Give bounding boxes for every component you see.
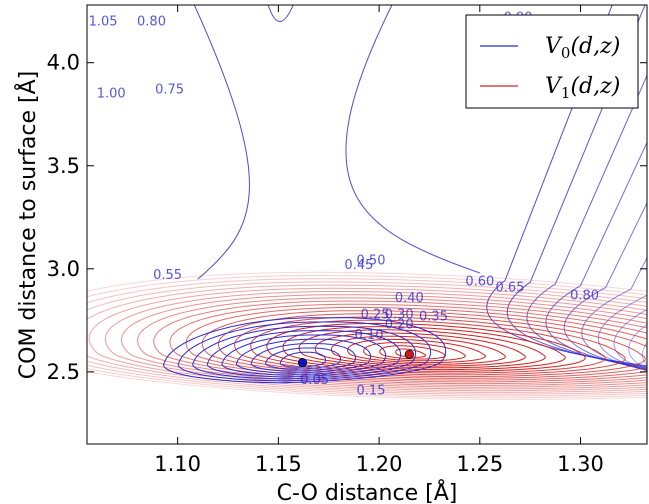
legend-box [465,14,639,109]
contour-label: 0.80 [137,15,166,30]
contour-label: 0.50 [357,254,386,269]
contour-label: 0.80 [570,289,599,304]
x-axis-label: C-O distance [Å] [277,479,458,504]
x-tick-label: 1.15 [255,452,302,476]
y-tick-label: 3.0 [47,257,80,281]
minimum-markers [297,349,414,368]
x-tick-label: 1.30 [557,452,604,476]
legend-label-1: V1(d,z) [545,74,620,102]
contour-label: 0.40 [395,291,424,306]
x-tick-label: 1.25 [456,452,503,476]
contour-lines [87,5,647,401]
contour-label: 0.30 [385,307,414,322]
contour-label: 1.00 [97,87,126,102]
contour-label: 0.60 [465,274,494,289]
contour-label: 0.55 [153,268,182,283]
y-tick-label: 3.5 [47,154,80,178]
minimum-point-1 [404,349,414,359]
legend-label-0: V0(d,z) [545,34,620,62]
y-axis-label: COM distance to surface [Å] [14,71,41,379]
contour-label: 0.15 [357,384,386,399]
contour-label: 0.05 [300,373,329,388]
contour-label: 0.65 [496,281,525,296]
contour-label: 0.75 [155,83,184,98]
plot-frame [86,4,648,445]
contour-label: 0.35 [419,309,448,324]
minimum-point-0 [297,357,308,368]
contour-label: 0.10 [355,328,384,343]
contour-label: 1.05 [89,15,118,30]
contour-label: 0.25 [361,307,390,322]
y-tick-label: 4.0 [47,51,80,75]
x-axis-ticks: 1.10 1.15 1.20 1.25 1.30 [154,5,604,476]
contour-labels: 0.05 0.10 0.15 0.200.250.30 0.35 0.40 0.450.50… [89,11,599,399]
contour-label: 0.20 [385,318,414,333]
x-tick-label: 1.20 [356,452,403,476]
contour-label: 0.45 [344,258,373,273]
y-tick-label: 2.5 [47,360,80,384]
x-tick-label: 1.10 [154,452,201,476]
y-axis-ticks: 2.5 3.0 3.5 4.0 [47,51,647,384]
legend: V0(d,z) V1(d,z) [465,14,639,109]
